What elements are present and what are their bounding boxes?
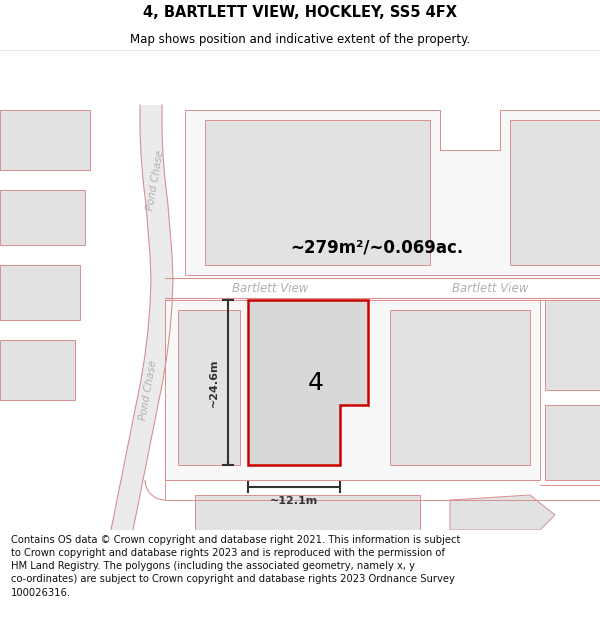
Polygon shape — [510, 120, 600, 265]
Polygon shape — [185, 110, 600, 275]
Text: 4: 4 — [308, 371, 324, 394]
Text: Pond Chase: Pond Chase — [138, 359, 158, 421]
Polygon shape — [195, 495, 420, 530]
Polygon shape — [248, 300, 368, 465]
Polygon shape — [0, 110, 90, 170]
Text: Pond Chase: Pond Chase — [145, 149, 165, 211]
Text: ~12.1m: ~12.1m — [270, 496, 318, 506]
Polygon shape — [545, 300, 600, 390]
Text: ~279m²/~0.069ac.: ~279m²/~0.069ac. — [290, 239, 463, 257]
Polygon shape — [178, 310, 240, 465]
Polygon shape — [450, 495, 555, 530]
Polygon shape — [111, 105, 173, 530]
Text: Map shows position and indicative extent of the property.: Map shows position and indicative extent… — [130, 32, 470, 46]
Text: Bartlett View: Bartlett View — [452, 281, 528, 294]
Polygon shape — [0, 190, 85, 245]
Polygon shape — [0, 265, 80, 320]
Text: Bartlett View: Bartlett View — [232, 281, 308, 294]
Polygon shape — [205, 120, 430, 265]
Text: 4, BARTLETT VIEW, HOCKLEY, SS5 4FX: 4, BARTLETT VIEW, HOCKLEY, SS5 4FX — [143, 5, 457, 20]
Polygon shape — [0, 340, 75, 400]
Polygon shape — [165, 300, 540, 480]
Polygon shape — [390, 310, 530, 465]
Text: Contains OS data © Crown copyright and database right 2021. This information is : Contains OS data © Crown copyright and d… — [11, 535, 460, 598]
Text: ~24.6m: ~24.6m — [209, 358, 219, 407]
Polygon shape — [545, 405, 600, 480]
